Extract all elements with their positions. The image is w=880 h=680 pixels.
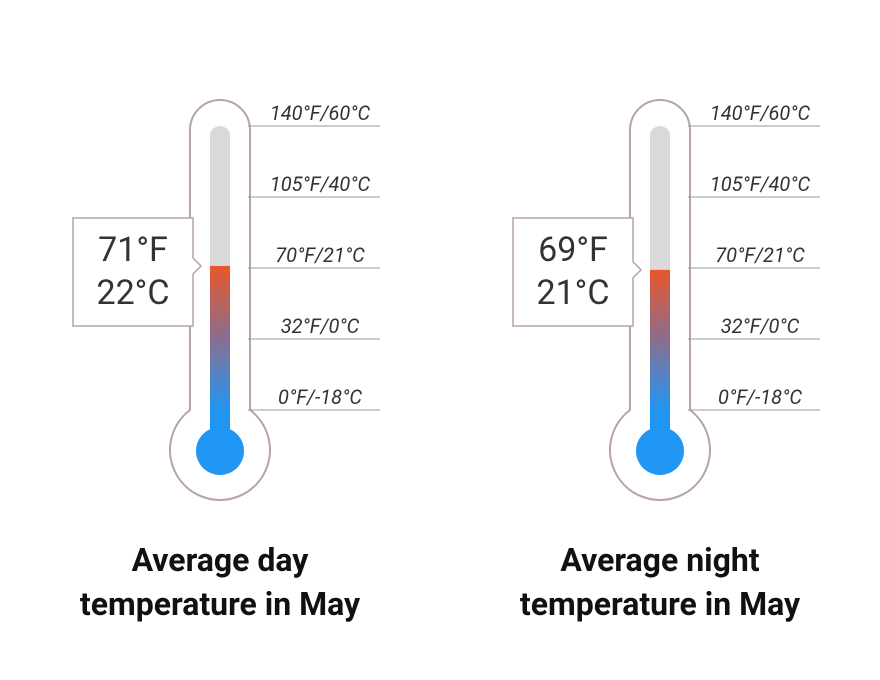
- mercury: [650, 269, 670, 445]
- tick-label: 32°F/0°C: [721, 314, 800, 338]
- title: Average day temperature in May: [79, 541, 361, 623]
- mercury: [210, 265, 230, 445]
- reading-f: 69°F: [538, 230, 608, 270]
- reading-f: 71°F: [98, 230, 168, 270]
- reading-c: 21°C: [536, 273, 609, 313]
- tick-label: 105°F/40°C: [270, 172, 371, 196]
- title: Average night temperature in May: [519, 541, 801, 623]
- tick-label: 0°F/-18°C: [278, 385, 362, 409]
- tick-label: 70°F/21°C: [275, 243, 365, 267]
- tick-label: 140°F/60°C: [710, 101, 811, 125]
- tick-label: 0°F/-18°C: [718, 385, 802, 409]
- bulb: [636, 427, 684, 475]
- callout: [72, 217, 203, 327]
- callout: [512, 217, 643, 327]
- tick-label: 32°F/0°C: [281, 314, 360, 338]
- reading-c: 22°C: [96, 273, 169, 313]
- tick-label: 140°F/60°C: [270, 101, 371, 125]
- tick-label: 70°F/21°C: [715, 243, 805, 267]
- bulb: [196, 427, 244, 475]
- tick-label: 105°F/40°C: [710, 172, 811, 196]
